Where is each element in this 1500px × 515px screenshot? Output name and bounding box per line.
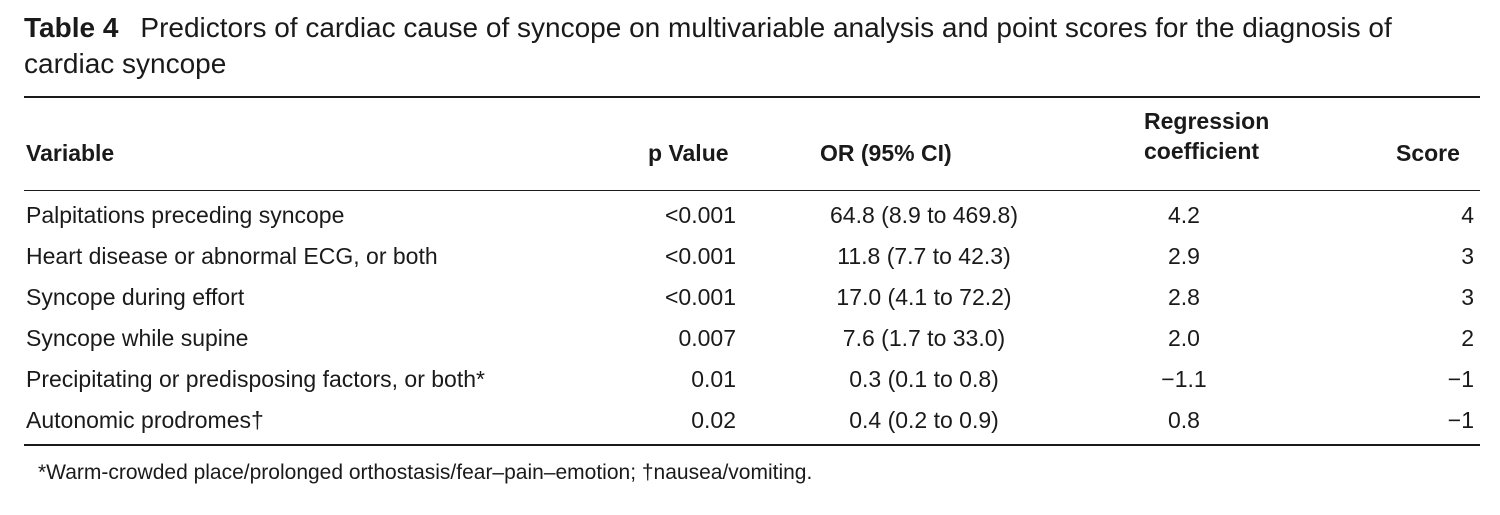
cell-score: 2 bbox=[1461, 325, 1474, 351]
cell-variable: Autonomic prodromes† bbox=[26, 407, 264, 433]
cell-regression: 0.8 bbox=[1168, 407, 1200, 433]
cell-or-ci: 17.0 (4.1 to 72.2) bbox=[836, 284, 1012, 310]
cell-regression: −1.1 bbox=[1161, 366, 1207, 392]
cell-variable: Precipitating or predisposing factors, o… bbox=[26, 366, 485, 392]
table-caption-label: Table 4 bbox=[24, 12, 119, 43]
header-or-ci: OR (95% CI) bbox=[820, 140, 952, 166]
table-header-rule bbox=[24, 190, 1480, 191]
table-body: Palpitations preceding syncope <0.001 64… bbox=[24, 195, 1480, 441]
table-row: Palpitations preceding syncope <0.001 64… bbox=[24, 195, 1480, 236]
header-variable: Variable bbox=[26, 140, 115, 166]
cell-or-ci: 7.6 (1.7 to 33.0) bbox=[842, 325, 1006, 351]
table-bottom-rule bbox=[24, 444, 1480, 446]
cell-variable: Heart disease or abnormal ECG, or both bbox=[26, 243, 438, 269]
cell-p-value: <0.001 bbox=[665, 243, 736, 269]
cell-regression: 2.8 bbox=[1168, 284, 1200, 310]
cell-or-ci: 11.8 (7.7 to 42.3) bbox=[837, 243, 1011, 269]
table-row: Heart disease or abnormal ECG, or both <… bbox=[24, 236, 1480, 277]
cell-p-value: <0.001 bbox=[665, 284, 736, 310]
header-p-value: p Value bbox=[648, 140, 729, 166]
cell-score: 3 bbox=[1461, 284, 1474, 310]
cell-variable: Syncope during effort bbox=[26, 284, 245, 310]
cell-regression: 2.9 bbox=[1168, 243, 1200, 269]
table-row: Syncope during effort <0.001 17.0 (4.1 t… bbox=[24, 277, 1480, 318]
cell-p-value: 0.01 bbox=[691, 366, 736, 392]
header-regression-coefficient: Regression coefficient bbox=[1144, 106, 1269, 166]
cell-score: −1 bbox=[1447, 366, 1474, 392]
header-regression-line2: coefficient bbox=[1144, 138, 1260, 164]
table-top-rule bbox=[24, 96, 1480, 98]
cell-p-value: 0.02 bbox=[691, 407, 736, 433]
table-footnote: *Warm-crowded place/prolonged orthostasi… bbox=[38, 461, 813, 484]
cell-p-value: <0.001 bbox=[665, 202, 736, 228]
header-regression-line1: Regression bbox=[1144, 108, 1270, 134]
cell-score: −1 bbox=[1447, 407, 1474, 433]
cell-regression: 2.0 bbox=[1168, 325, 1200, 351]
cell-score: 3 bbox=[1461, 243, 1474, 269]
table-row: Autonomic prodromes† 0.02 0.4 (0.2 to 0.… bbox=[24, 400, 1480, 441]
header-score: Score bbox=[1396, 140, 1460, 166]
results-table: Table 4 Predictors of cardiac cause of sy… bbox=[24, 10, 1480, 484]
cell-score: 4 bbox=[1461, 202, 1474, 228]
table-row: Syncope while supine 0.007 7.6 (1.7 to 3… bbox=[24, 318, 1480, 359]
cell-variable: Syncope while supine bbox=[26, 325, 249, 351]
table-caption-text: Predictors of cardiac cause of syncope o… bbox=[24, 12, 1392, 79]
table-row: Precipitating or predisposing factors, o… bbox=[24, 359, 1480, 400]
cell-p-value: 0.007 bbox=[678, 325, 736, 351]
cell-or-ci: 0.3 (0.1 to 0.8) bbox=[849, 366, 999, 392]
cell-or-ci: 0.4 (0.2 to 0.9) bbox=[849, 407, 999, 433]
cell-variable: Palpitations preceding syncope bbox=[26, 202, 345, 228]
table-caption: Table 4 Predictors of cardiac cause of sy… bbox=[24, 10, 1480, 82]
cell-regression: 4.2 bbox=[1168, 202, 1200, 228]
cell-or-ci: 64.8 (8.9 to 469.8) bbox=[830, 202, 1018, 228]
